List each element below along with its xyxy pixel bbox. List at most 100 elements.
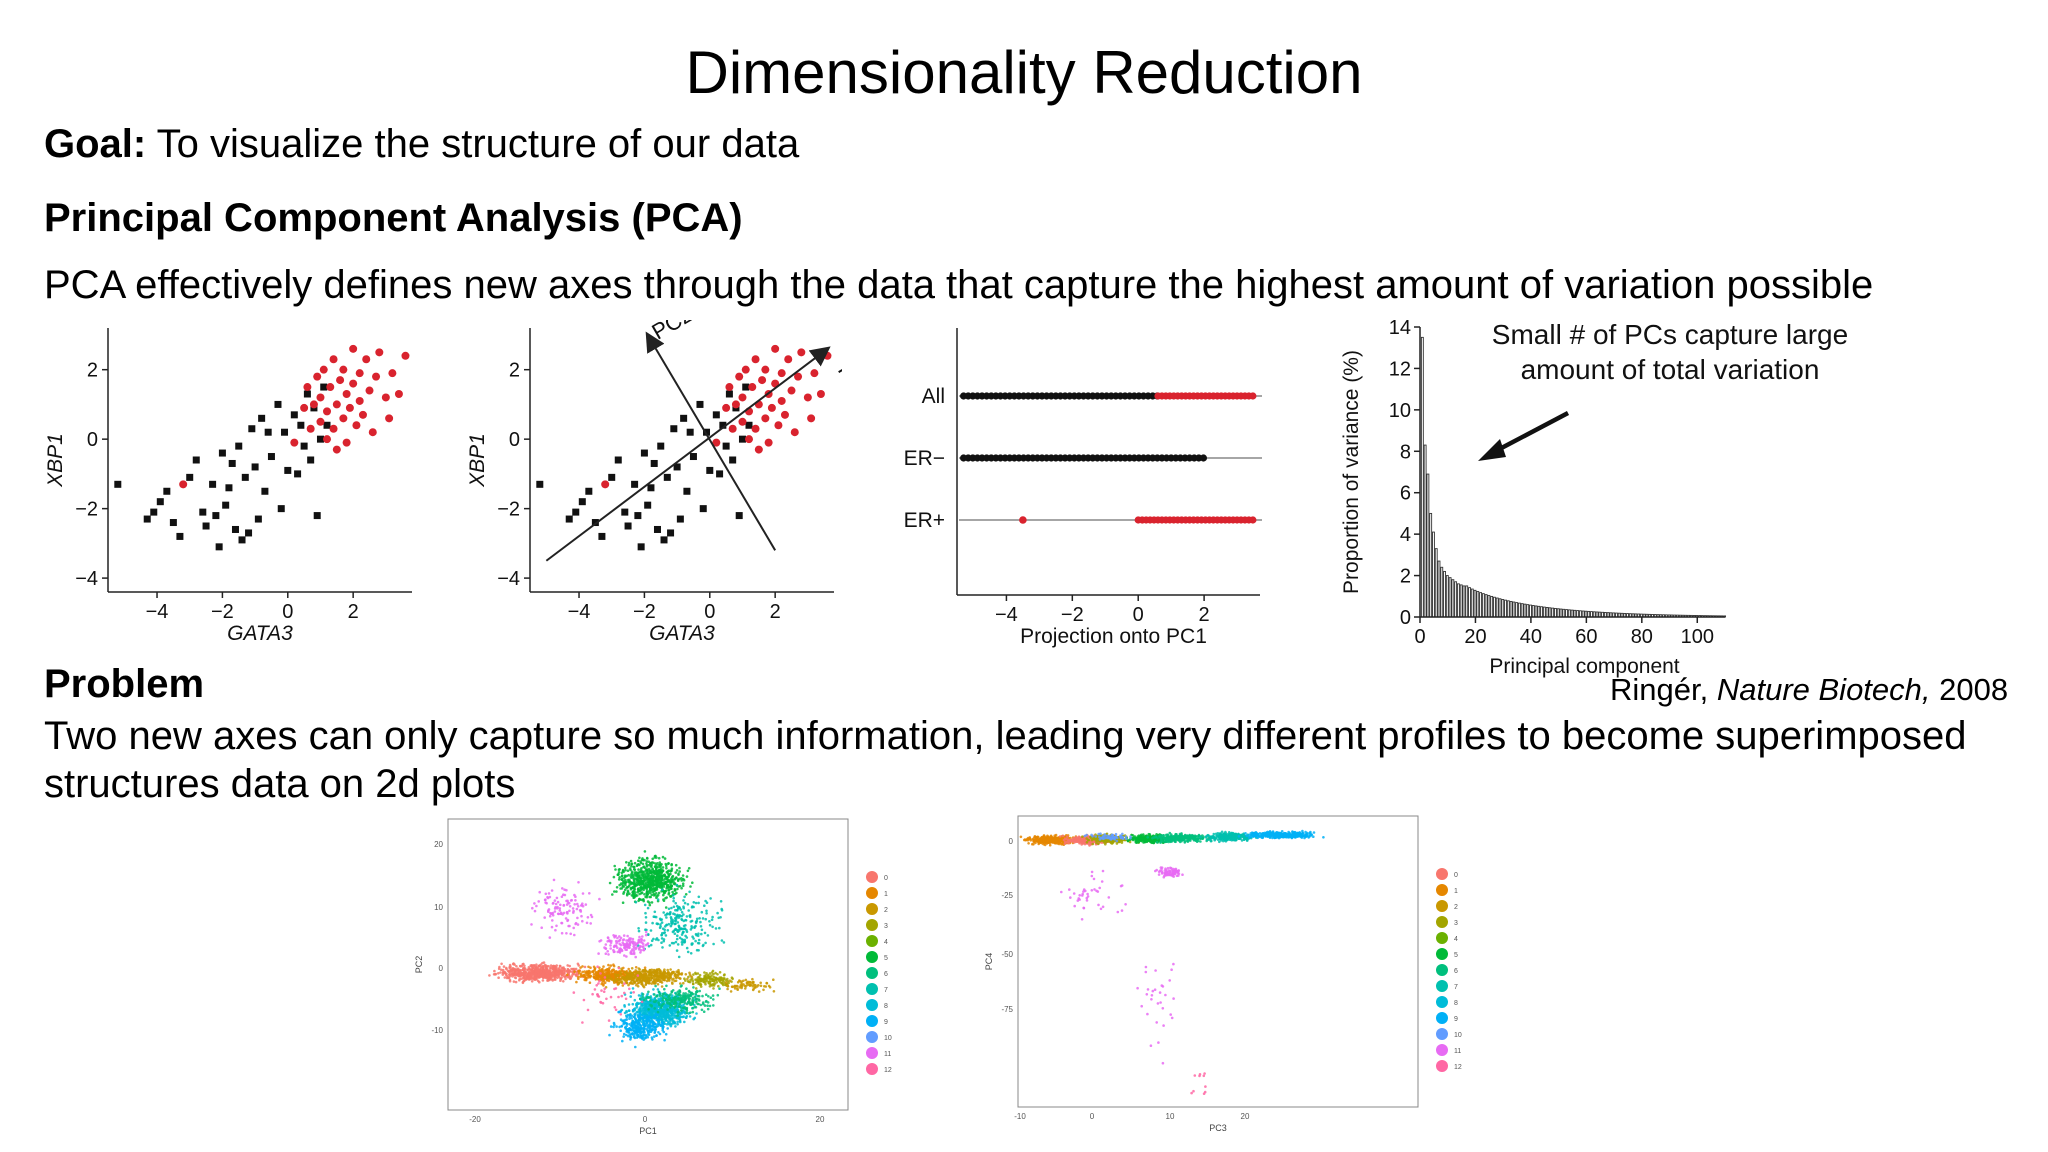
cell-point [692,937,695,940]
cell-point [568,964,571,968]
cell-point [650,1036,654,1039]
data-point [728,424,737,433]
cell-point [587,969,591,973]
cell-point [742,979,745,983]
cell-point [633,884,637,888]
cell-point [602,965,605,968]
cell-point [673,922,676,926]
cell-point [650,1011,653,1015]
cell-point [652,894,656,897]
cell-point [668,973,671,977]
cell-point [589,922,592,925]
cell-point [612,963,615,966]
cell-point [500,968,503,972]
cell-point [676,993,680,996]
cell-point [635,1019,638,1022]
legend-label: 7 [884,987,888,994]
cell-point [672,905,676,909]
cell-point [681,884,685,888]
cell-point [672,896,675,900]
data-point [722,442,730,450]
cell-point [632,882,636,886]
pc2-label: PC2 [647,320,697,344]
cell-point [653,889,657,892]
cell-point [662,938,666,941]
scree-bar [1462,585,1466,618]
cell-point [636,941,640,945]
scree-bar [1509,600,1513,618]
data-point [349,344,358,353]
cell-point [624,868,627,872]
cell-point [614,976,618,979]
cell-point [537,900,540,903]
cell-point [540,926,543,929]
data-point [712,411,720,419]
cell-point [502,965,506,968]
cell-point [568,924,571,928]
cell-point [510,972,514,975]
cell-point [599,1001,603,1004]
cell-point [691,1010,695,1014]
pca-description: PCA effectively defines new axes through… [44,263,1874,307]
cell-point [526,968,529,972]
cell-point [672,1020,675,1024]
cell-point [633,861,637,865]
cell-point [633,1030,637,1033]
cell-point [665,877,669,880]
strip-point [1019,516,1027,524]
cell-point [620,967,623,970]
cell-point [638,1012,642,1015]
cell-point [610,972,613,975]
cell-point [666,1027,669,1030]
citation: Ringér, Nature Biotech, 2008 [1610,672,2008,708]
cell-point [654,1000,657,1004]
cell-point [1054,833,1058,837]
cell-point [593,968,596,972]
cell-point [680,879,683,882]
cell-point [662,898,665,901]
cell-point [589,974,593,978]
cell-point [676,943,680,946]
cell-point [565,899,568,903]
cell-point [704,917,707,921]
cell-point [631,1002,635,1006]
cell-point [674,995,677,998]
cell-point [673,932,677,935]
cell-point [654,892,658,895]
cell-point [676,974,679,978]
cell-point [583,975,586,979]
data-point [394,390,403,398]
cell-point [1048,843,1052,847]
cell-point [663,968,666,971]
cell-point [638,874,641,877]
data-point [777,369,786,378]
cell-point [656,988,660,991]
legend-label: 10 [884,1035,892,1042]
cell-point [629,976,632,980]
problem-description: Two new axes can only capture so much in… [44,714,1967,806]
cell-point [530,923,533,926]
cell-point [574,899,577,902]
data-point [731,400,740,409]
data-point [290,411,298,419]
cell-point [661,994,664,997]
cell-point [661,946,664,949]
cell-point [659,867,663,871]
x-tick-label: 0 [643,1115,648,1124]
cell-point [655,1018,658,1022]
cell-point [666,870,670,873]
cell-point [627,967,630,971]
cell-point [577,881,580,884]
y-tick-label: −4 [75,568,98,590]
cell-point [642,1019,645,1022]
cell-point [626,934,629,938]
y-tick-label: −2 [497,499,520,521]
cell-point [655,895,659,898]
data-point [303,383,312,392]
data-point [323,407,332,416]
goal-label: Goal: [44,122,147,166]
scree-bar [1537,605,1541,618]
cell-point [708,1004,712,1008]
cell-point [653,1007,656,1010]
